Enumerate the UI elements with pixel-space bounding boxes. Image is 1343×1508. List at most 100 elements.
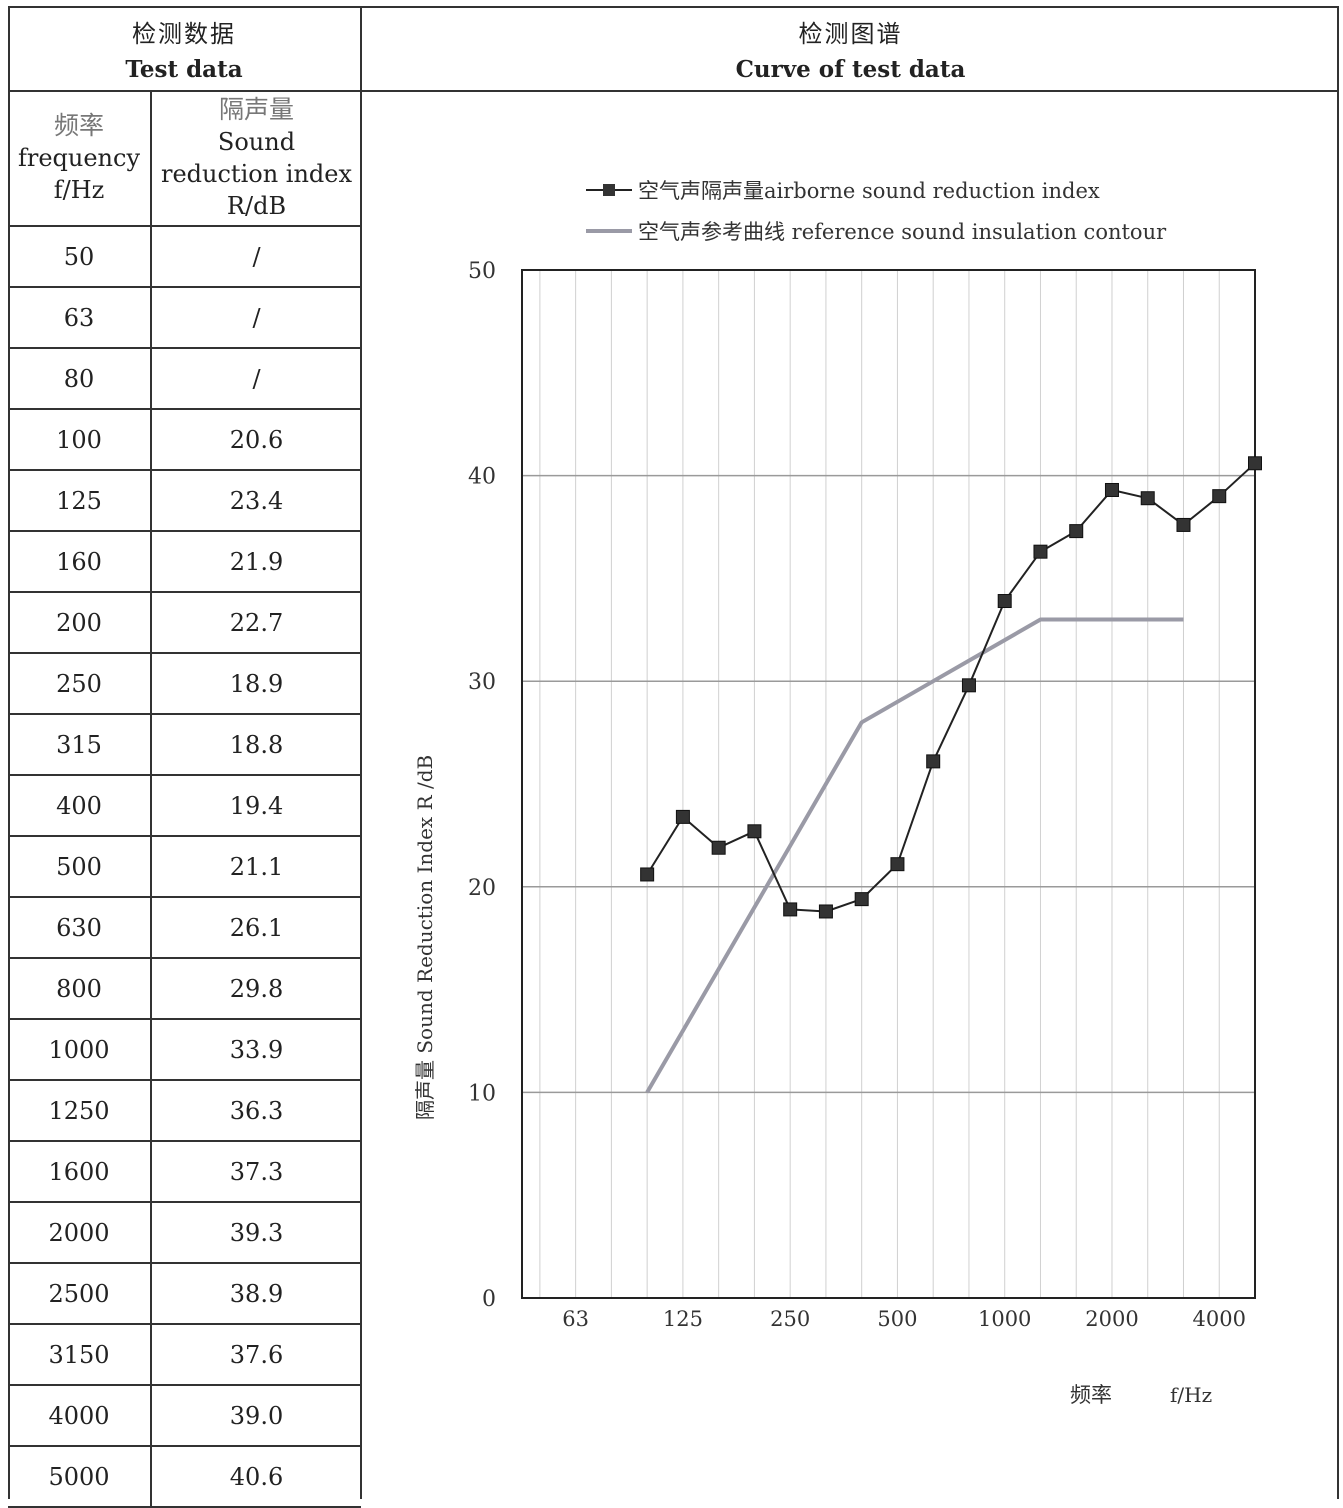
chart-legend: 空气声隔声量airborne sound reduction index 空气声… (586, 179, 1167, 244)
reduction-cell: / (150, 347, 361, 410)
reduction-cell: 39.0 (150, 1384, 361, 1447)
measured-data-point (747, 824, 762, 839)
measured-data-point (640, 867, 655, 882)
measured-data-point (854, 892, 869, 907)
reduction-cell: 18.8 (150, 713, 361, 776)
measured-data-point (1248, 456, 1262, 471)
legend-reference-label: 空气声参考曲线 reference sound insulation conto… (638, 220, 1167, 244)
table-row: 1600 37.3 (8, 1140, 361, 1203)
x-tick-label: 125 (663, 1307, 703, 1331)
x-tick-label: 4000 (1193, 1307, 1246, 1331)
frequency-header-zh: 频率 (53, 111, 104, 140)
reduction-cell: / (150, 225, 361, 288)
y-tick-label: 10 (468, 1081, 496, 1106)
table-row: 125 23.4 (8, 469, 361, 532)
table-row: 400 19.4 (8, 774, 361, 837)
table-row: 800 29.8 (8, 957, 361, 1020)
reduction-cell: 18.9 (150, 652, 361, 715)
frequency-cell: 80 (8, 347, 152, 410)
y-axis-label: 隔声量 Sound Reduction Index R /dB (413, 755, 437, 1120)
vertical-grid (539, 270, 1220, 1298)
x-tick-label: 500 (877, 1307, 917, 1331)
measured-data-point (961, 678, 976, 693)
table-row: 5000 40.6 (8, 1445, 361, 1508)
frequency-cell: 250 (8, 652, 152, 715)
reduction-cell: 37.6 (150, 1323, 361, 1386)
reduction-header-en2: reduction index (160, 160, 353, 188)
frequency-cell: 315 (8, 713, 152, 776)
column-divider (360, 6, 362, 1499)
reduction-cell: 20.6 (150, 408, 361, 471)
frequency-cell: 5000 (8, 1445, 152, 1508)
test-data-header: 检测数据 Test data (8, 16, 360, 88)
reduction-header-en1: Sound (217, 128, 296, 156)
measured-data-point (1104, 482, 1119, 497)
reduction-cell: 40.6 (150, 1445, 361, 1508)
chart-series (640, 456, 1262, 1094)
measured-data-point (783, 902, 798, 917)
frequency-column-header: 频率 frequency f/Hz (8, 91, 152, 227)
frequency-header-unit: f/Hz (53, 176, 105, 204)
table-row: 2000 39.3 (8, 1201, 361, 1264)
horizontal-grid (522, 474, 1255, 1094)
frequency-cell: 2000 (8, 1201, 152, 1264)
y-tick-label: 30 (468, 670, 496, 695)
reduction-cell: 19.4 (150, 774, 361, 837)
frequency-cell: 3150 (8, 1323, 152, 1386)
x-axis-label-unit: f/Hz (1170, 1383, 1212, 1407)
y-tick-label: 20 (468, 876, 496, 901)
frequency-cell: 400 (8, 774, 152, 837)
x-tick-label: 63 (562, 1307, 589, 1331)
table-row: 50/ (8, 225, 361, 288)
x-axis-label-zh: 频率 (1070, 1383, 1112, 1407)
table-row: 1250 36.3 (8, 1079, 361, 1142)
frequency-cell: 125 (8, 469, 152, 532)
table-row: 63/ (8, 286, 361, 349)
curve-title-zh: 检测图谱 (798, 20, 903, 48)
measured-data-point (1069, 524, 1084, 539)
frequency-cell: 800 (8, 957, 152, 1020)
table-row: 630 26.1 (8, 896, 361, 959)
frequency-cell: 50 (8, 225, 152, 288)
table-row: 80/ (8, 347, 361, 410)
reduction-cell: 21.9 (150, 530, 361, 593)
frequency-cell: 500 (8, 835, 152, 898)
reduction-cell: 37.3 (150, 1140, 361, 1203)
y-tick-label: 0 (482, 1287, 496, 1312)
y-tick-label: 40 (468, 465, 496, 490)
frequency-cell: 2500 (8, 1262, 152, 1325)
reduction-cell: 29.8 (150, 957, 361, 1020)
y-axis-ticks: 0 10 20 30 40 50 (468, 259, 496, 1312)
table-row: 500 21.1 (8, 835, 361, 898)
test-data-title-en: Test data (125, 56, 243, 83)
legend-measured-marker (603, 184, 615, 196)
test-data-rows: 50/63/80/100 20.6 125 23.4 160 21.9 200 22.7 250… (8, 225, 361, 1508)
frequency-cell: 160 (8, 530, 152, 593)
reference-contour-line (645, 617, 1184, 1094)
frequency-cell: 63 (8, 286, 152, 349)
frequency-cell: 100 (8, 408, 152, 471)
table-row: 100 20.6 (8, 408, 361, 471)
reduction-cell: 21.1 (150, 835, 361, 898)
table-row: 200 22.7 (8, 591, 361, 654)
table-row: 1000 33.9 (8, 1018, 361, 1081)
reduction-cell: 26.1 (150, 896, 361, 959)
measured-data-point (711, 840, 726, 855)
legend-measured-label: 空气声隔声量airborne sound reduction index (638, 179, 1100, 203)
frequency-cell: 1600 (8, 1140, 152, 1203)
frequency-cell: 200 (8, 591, 152, 654)
reduction-cell: 39.3 (150, 1201, 361, 1264)
frequency-cell: 1000 (8, 1018, 152, 1081)
x-axis-ticks: 63 125 250 500 1000 2000 4000 (562, 1307, 1246, 1331)
table-row: 4000 39.0 (8, 1384, 361, 1447)
frequency-cell: 4000 (8, 1384, 152, 1447)
reduction-header-unit: R/dB (226, 192, 287, 220)
x-tick-label: 1000 (978, 1307, 1031, 1331)
measured-data-point (1176, 517, 1191, 532)
table-row: 315 18.8 (8, 713, 361, 776)
table-row: 3150 37.6 (8, 1323, 361, 1386)
curve-title-en: Curve of test data (735, 56, 966, 83)
measured-data-point (1212, 489, 1227, 504)
x-tick-label: 2000 (1085, 1307, 1138, 1331)
